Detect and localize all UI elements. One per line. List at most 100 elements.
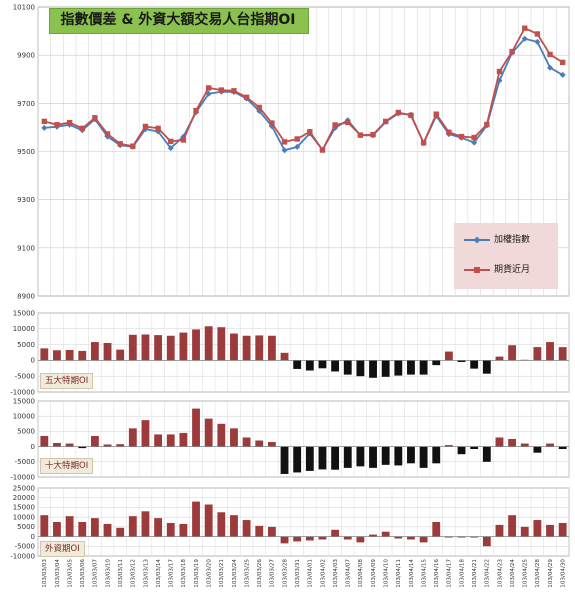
foreign-bar — [116, 527, 125, 537]
top5-bar — [128, 334, 137, 361]
x-date-label: 103/04/14 — [409, 559, 415, 588]
foreign-bar — [356, 536, 365, 543]
foreign-bar — [40, 515, 49, 537]
top10-bar — [280, 446, 289, 474]
top5-bar — [154, 335, 163, 361]
top10-bar — [116, 444, 125, 447]
top10-bar — [90, 435, 99, 447]
top5-bar — [53, 350, 61, 361]
top10-bar — [141, 420, 150, 447]
top10-bar — [255, 440, 264, 447]
top5-bar — [217, 327, 226, 361]
foreign-bar — [343, 536, 352, 540]
top10-bar — [230, 428, 238, 447]
top5-bar — [230, 333, 238, 361]
top10-bar — [369, 446, 377, 468]
foreign-bar — [457, 536, 466, 538]
top10-bar — [318, 446, 327, 470]
foreign-y-tick-label: 5000 — [17, 523, 35, 531]
x-date-label: 103/03/06 — [80, 559, 86, 588]
x-date-label: 103/03/11 — [118, 559, 124, 588]
top5-bar — [419, 360, 428, 375]
index-point — [294, 143, 301, 150]
x-date-label: 103/04/09 — [371, 559, 377, 588]
top5-bar — [90, 342, 99, 361]
top5-bar — [242, 335, 251, 361]
x-date-label: 103/03/13 — [143, 559, 149, 588]
x-date-label: 103/03/21 — [219, 559, 225, 588]
index-point — [281, 147, 288, 154]
top5-bar — [103, 343, 112, 361]
futures-point — [180, 137, 187, 143]
futures-point — [559, 59, 566, 66]
futures-point — [269, 120, 275, 126]
top5-bar — [369, 360, 377, 378]
futures-point — [458, 133, 465, 140]
top5-bar — [444, 351, 453, 361]
main-y-tick-label: 9700 — [17, 100, 35, 108]
top10-bar — [394, 446, 403, 466]
index-point — [167, 145, 174, 152]
top10-y-tick-label: 15000 — [13, 397, 35, 405]
main-y-tick-label: 9300 — [17, 196, 35, 204]
main-y-tick-label: 8900 — [17, 293, 35, 301]
legend-marker-index — [473, 236, 481, 244]
panel-label-top5: 五大特期OI — [40, 373, 94, 389]
foreign-bar — [331, 529, 340, 537]
x-date-label: 103/04/07 — [346, 559, 352, 588]
foreign-y-tick-label: -5000 — [15, 543, 35, 551]
top5-bar — [78, 350, 87, 361]
futures-point — [231, 88, 237, 94]
top5-bar — [318, 360, 327, 369]
foreign-bar — [444, 536, 453, 538]
foreign-bar — [293, 536, 302, 542]
foreign-bar — [192, 501, 200, 537]
top5-bar — [470, 360, 479, 369]
top5-bar — [116, 349, 125, 361]
x-date-label: 103/03/03 — [42, 559, 48, 588]
top10-bar — [192, 408, 200, 447]
x-date-label: 103/03/14 — [156, 559, 162, 588]
top5-bar — [394, 360, 403, 376]
top10-bar — [508, 439, 517, 447]
x-date-label: 103/04/02 — [320, 559, 326, 588]
top5-bar — [204, 326, 213, 361]
top5-bar — [457, 360, 466, 362]
x-date-label: 103/04/10 — [383, 559, 389, 588]
futures-point — [79, 125, 85, 132]
x-date-label: 103/03/07 — [93, 559, 99, 588]
top10-bar — [78, 446, 87, 449]
foreign-bar — [141, 511, 150, 537]
futures-point — [168, 138, 174, 145]
x-date-label: 103/04/11 — [396, 559, 402, 588]
futures-point — [395, 109, 402, 116]
foreign-bar — [204, 504, 213, 537]
foreign-bar — [381, 531, 390, 537]
foreign-bar — [128, 516, 137, 537]
x-date-label: 103/03/28 — [282, 559, 288, 588]
foreign-bar — [166, 522, 175, 537]
x-date-label: 103/03/20 — [206, 559, 212, 588]
x-date-label: 103/04/28 — [535, 559, 541, 588]
top10-y-tick-label: 0 — [31, 443, 35, 451]
top10-y-tick-label: 5000 — [17, 428, 35, 436]
foreign-bar — [318, 536, 327, 540]
x-date-label: 103/04/25 — [523, 559, 529, 588]
top5-y-tick-label: 10000 — [13, 325, 35, 333]
top5-bar — [192, 329, 200, 361]
foreign-bar — [154, 518, 163, 537]
futures-point — [484, 121, 490, 128]
foreign-bar — [280, 536, 289, 544]
index-point — [471, 139, 478, 146]
foreign-bar — [369, 534, 377, 537]
top5-y-tick-label: 15000 — [13, 309, 35, 317]
top10-bar — [293, 446, 302, 473]
top10-bar — [495, 437, 504, 447]
top10-bar — [179, 432, 188, 447]
foreign-bar — [242, 520, 251, 537]
foreign-bar — [65, 516, 74, 537]
foreign-bar — [90, 518, 99, 537]
foreign-bar — [255, 525, 264, 537]
top10-bar — [343, 446, 352, 468]
